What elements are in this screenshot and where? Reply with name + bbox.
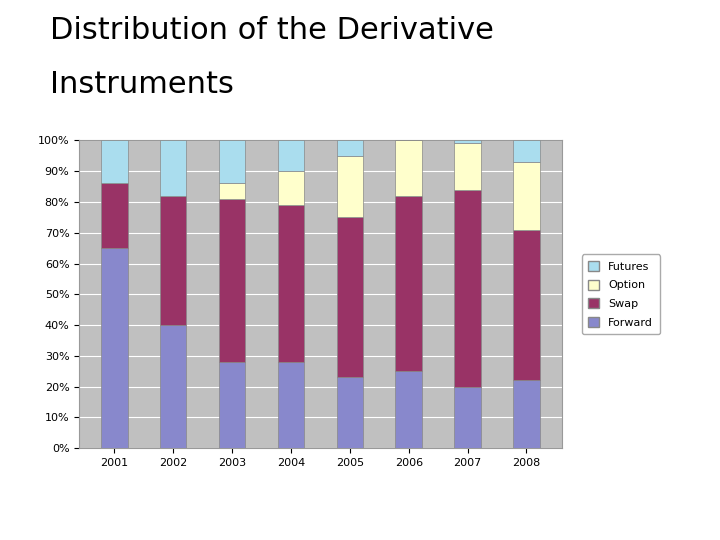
Bar <box>395 140 422 196</box>
Bar <box>219 184 246 199</box>
Bar <box>513 230 540 381</box>
Bar <box>219 199 246 362</box>
Text: Distribution of the Derivative: Distribution of the Derivative <box>50 16 494 45</box>
Bar <box>454 144 481 190</box>
Bar <box>278 205 305 362</box>
Bar <box>278 140 305 171</box>
Bar <box>101 184 127 248</box>
Bar <box>336 377 363 448</box>
Bar <box>101 248 127 448</box>
Bar <box>160 140 186 196</box>
Bar <box>219 362 246 448</box>
Bar <box>395 372 422 448</box>
Bar <box>160 196 186 325</box>
Bar <box>454 140 481 144</box>
Bar <box>160 325 186 448</box>
Text: Instruments: Instruments <box>50 70 234 99</box>
Bar <box>101 140 127 184</box>
Bar <box>395 196 422 372</box>
Bar <box>278 171 305 205</box>
Bar <box>336 140 363 156</box>
Legend: Futures, Option, Swap, Forward: Futures, Option, Swap, Forward <box>582 254 660 334</box>
Bar <box>454 387 481 448</box>
Bar <box>513 140 540 162</box>
Bar <box>513 162 540 230</box>
Bar <box>336 156 363 217</box>
Bar <box>219 140 246 184</box>
Bar <box>278 362 305 448</box>
Bar <box>513 381 540 448</box>
Bar <box>454 190 481 387</box>
Bar <box>336 217 363 377</box>
